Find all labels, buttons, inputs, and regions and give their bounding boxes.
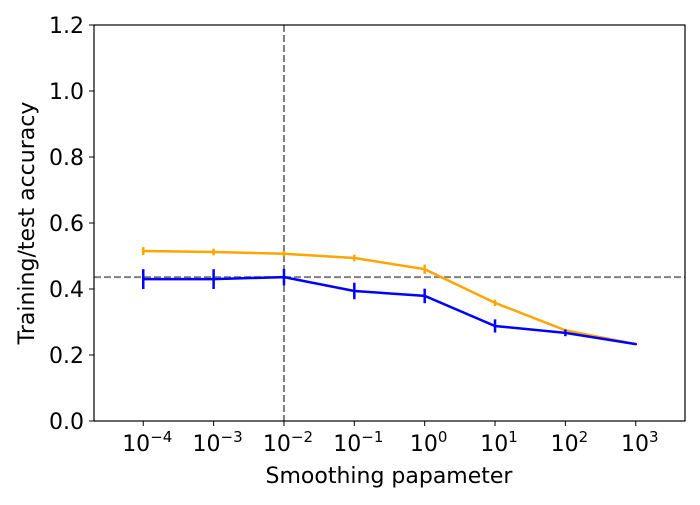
axes-frame [93, 24, 686, 422]
x-tick-label: 10−4 [122, 428, 172, 457]
series-line-training [143, 249, 637, 346]
y-tick-label: 1.2 [49, 14, 84, 39]
y-tick-label: 1.0 [49, 80, 84, 105]
x-tick-label: 101 [480, 428, 518, 457]
y-tick-label: 0.0 [49, 410, 84, 435]
plot-area: 0.0 0.2 0.4 0.6 0.8 1.0 1.2 10−4 10−3 10−2 10−1 100… [49, 14, 686, 457]
x-tick-label: 103 [621, 428, 659, 457]
x-tick-label: 10−2 [263, 428, 313, 457]
y-axis-label: Training/test accuracy [15, 102, 40, 346]
y-tick-label: 0.4 [49, 278, 84, 303]
series-line-test [143, 275, 636, 346]
x-tick-label: 10−3 [193, 428, 243, 457]
x-tick-label: 10−1 [333, 428, 383, 457]
x-tick-label: 102 [551, 428, 589, 457]
y-tick-label: 0.6 [49, 212, 84, 237]
y-tick-label: 0.8 [49, 146, 84, 171]
x-axis-label: Smoothing papameter [266, 464, 514, 489]
y-tick-label: 0.2 [49, 344, 84, 369]
x-tick-label: 100 [410, 428, 448, 457]
